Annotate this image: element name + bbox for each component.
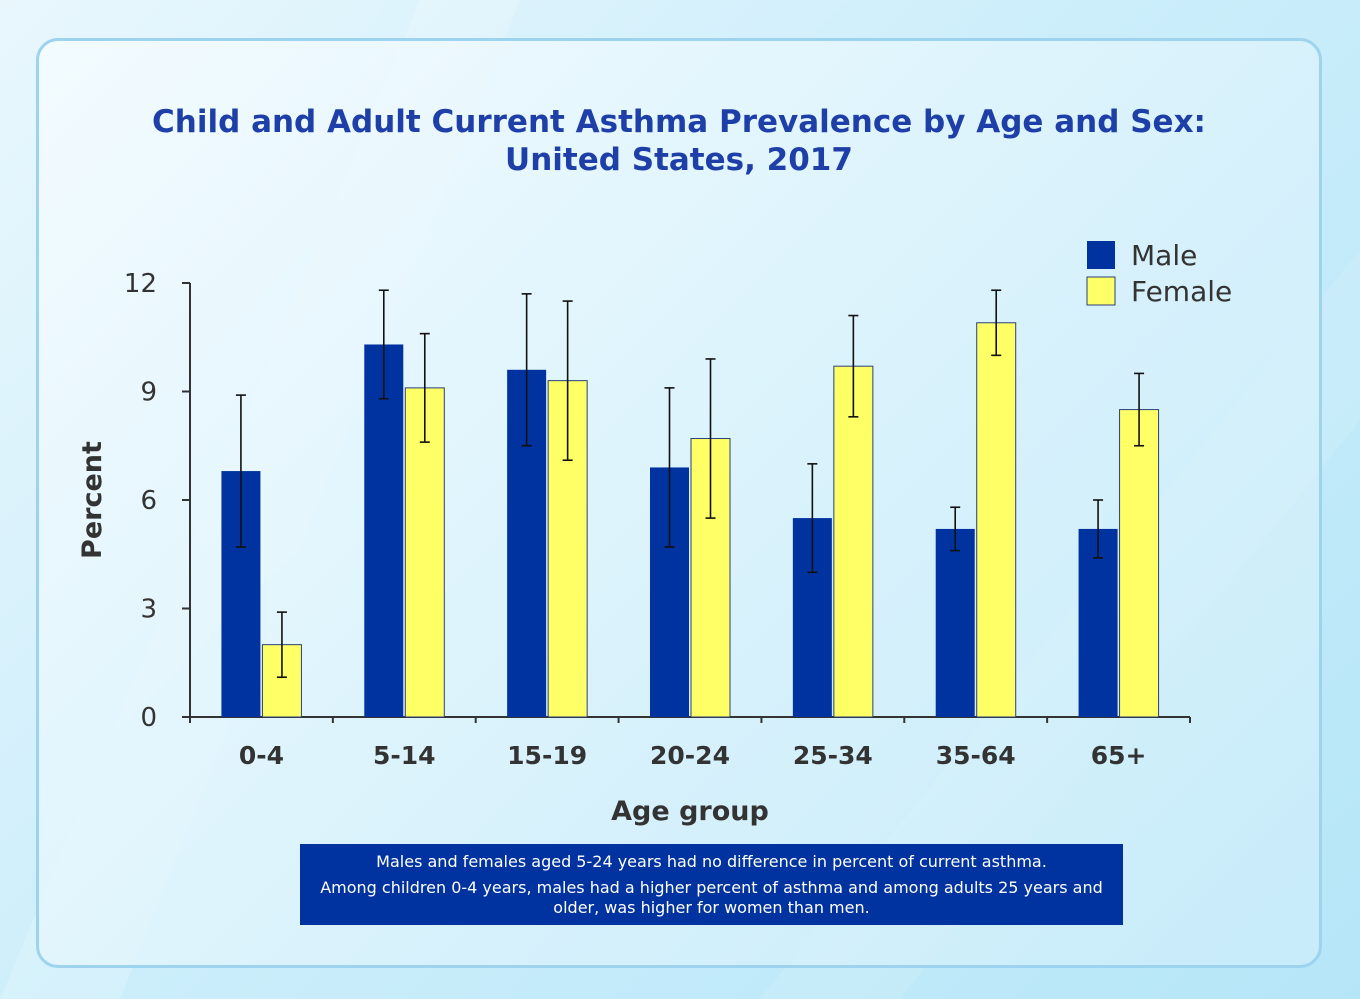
x-tick-label: 5-14 (373, 741, 436, 770)
x-tick-label: 65+ (1091, 741, 1147, 770)
chart-title-line-2: United States, 2017 (505, 142, 853, 178)
x-tick-label: 35-64 (936, 741, 1016, 770)
chart-title: Child and Adult Current Asthma Prevalenc… (36, 103, 1322, 179)
summary-note-line-1: Males and females aged 5-24 years had no… (376, 852, 1047, 871)
legend-label-female: Female (1131, 275, 1232, 308)
male-bar (364, 344, 404, 717)
female-bar (1119, 409, 1160, 718)
chart-bars (221, 322, 1160, 718)
summary-note: Males and females aged 5-24 years had no… (300, 844, 1123, 925)
legend-label-male: Male (1131, 239, 1197, 272)
y-tick-label: 12 (124, 269, 157, 299)
summary-note-line-2: Among children 0-4 years, males had a hi… (320, 878, 1103, 917)
legend-swatch-female (1086, 276, 1116, 306)
chart-error-bars (235, 289, 1145, 679)
x-tick-label: 0-4 (239, 741, 284, 770)
chart-title-line-1: Child and Adult Current Asthma Prevalenc… (152, 104, 1206, 140)
male-bar (935, 528, 975, 717)
y-tick-label: 3 (140, 595, 157, 625)
x-axis-title: Age group (611, 796, 769, 827)
chart-axes (182, 282, 1191, 723)
y-tick-label: 0 (140, 703, 157, 733)
female-bar (976, 322, 1017, 718)
x-tick-label: 15-19 (507, 741, 587, 770)
female-bar (833, 365, 874, 718)
y-tick-label: 6 (140, 486, 157, 516)
y-axis-title: Percent (77, 441, 108, 559)
y-tick-label: 9 (140, 378, 157, 408)
x-tick-label: 25-34 (793, 741, 873, 770)
legend-swatch-male (1087, 241, 1115, 269)
male-bar (1078, 528, 1118, 717)
chart-labels: 0 3 6 9 12 0-4 5-14 15-19 20-24 25-34 35-64 65+ Age … (77, 269, 1146, 827)
x-tick-label: 20-24 (650, 741, 730, 770)
